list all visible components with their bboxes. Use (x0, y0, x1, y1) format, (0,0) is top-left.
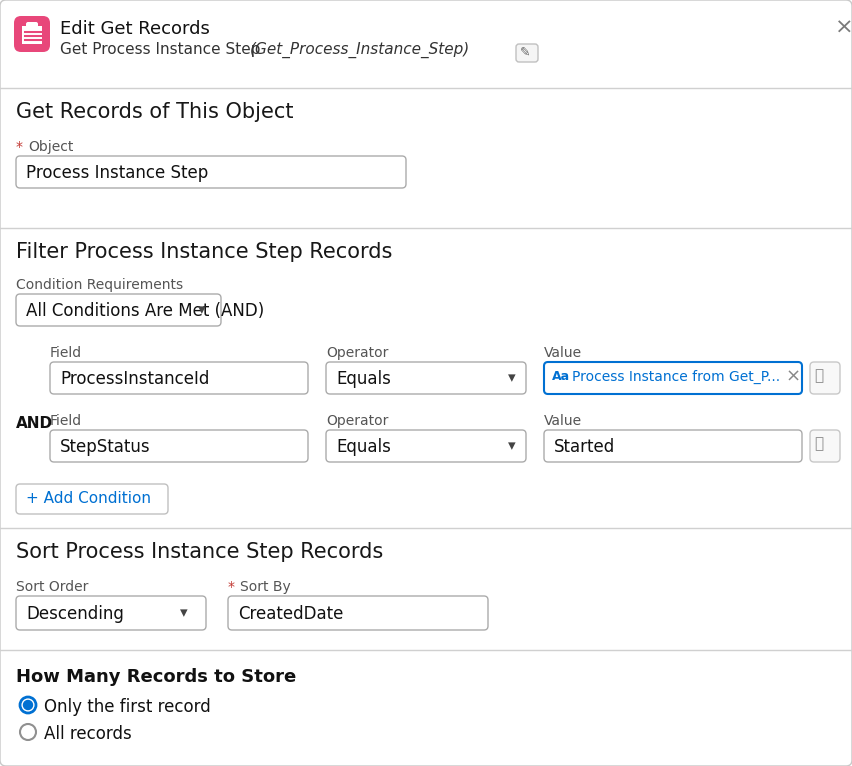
Text: Edit Get Records: Edit Get Records (60, 20, 210, 38)
Text: Sort Order: Sort Order (16, 580, 89, 594)
Text: 🗑: 🗑 (814, 436, 823, 451)
Text: ProcessInstanceId: ProcessInstanceId (60, 370, 210, 388)
Text: Descending: Descending (26, 605, 124, 623)
Text: *: * (228, 580, 239, 594)
FancyBboxPatch shape (544, 362, 802, 394)
Text: Field: Field (50, 414, 82, 428)
Text: ▾: ▾ (198, 302, 205, 317)
Text: + Add Condition: + Add Condition (26, 491, 151, 506)
FancyBboxPatch shape (50, 430, 308, 462)
Text: Filter Process Instance Step Records: Filter Process Instance Step Records (16, 242, 393, 262)
Text: Only the first record: Only the first record (44, 698, 210, 716)
Text: ×: × (835, 18, 852, 38)
Text: Equals: Equals (336, 438, 391, 456)
Text: ▾: ▾ (508, 370, 515, 385)
Text: ×: × (786, 368, 801, 386)
Text: All Conditions Are Met (AND): All Conditions Are Met (AND) (26, 302, 264, 320)
Text: ✎: ✎ (520, 46, 531, 59)
Text: 🗑: 🗑 (814, 368, 823, 383)
Text: Get Records of This Object: Get Records of This Object (16, 102, 293, 122)
Text: ▾: ▾ (180, 605, 187, 620)
FancyBboxPatch shape (228, 596, 488, 630)
Text: Process Instance Step: Process Instance Step (26, 164, 208, 182)
FancyBboxPatch shape (16, 484, 168, 514)
Text: Aa: Aa (552, 370, 570, 383)
Text: StepStatus: StepStatus (60, 438, 151, 456)
Text: CreatedDate: CreatedDate (238, 605, 343, 623)
Text: AND: AND (16, 416, 53, 431)
Text: Get Process Instance Step: Get Process Instance Step (60, 42, 265, 57)
Text: Started: Started (554, 438, 615, 456)
Text: Operator: Operator (326, 346, 389, 360)
Text: Process Instance from Get_P...: Process Instance from Get_P... (572, 370, 780, 384)
FancyBboxPatch shape (16, 156, 406, 188)
Text: Object: Object (28, 140, 73, 154)
FancyBboxPatch shape (326, 362, 526, 394)
FancyBboxPatch shape (16, 596, 206, 630)
Bar (22, 26, 42, 44)
Text: Equals: Equals (336, 370, 391, 388)
Text: Condition Requirements: Condition Requirements (16, 278, 183, 292)
Circle shape (20, 724, 36, 740)
Text: Sort By: Sort By (240, 580, 291, 594)
Text: Field: Field (50, 346, 82, 360)
FancyBboxPatch shape (516, 44, 538, 62)
FancyBboxPatch shape (50, 362, 308, 394)
Text: Sort Process Instance Step Records: Sort Process Instance Step Records (16, 542, 383, 562)
FancyBboxPatch shape (26, 22, 38, 30)
FancyBboxPatch shape (544, 430, 802, 462)
Text: How Many Records to Store: How Many Records to Store (16, 668, 296, 686)
Text: *: * (16, 140, 27, 154)
Text: All records: All records (44, 725, 132, 743)
FancyBboxPatch shape (326, 430, 526, 462)
FancyBboxPatch shape (810, 362, 840, 394)
Text: Value: Value (544, 414, 582, 428)
FancyBboxPatch shape (16, 294, 221, 326)
Text: (Get_Process_Instance_Step): (Get_Process_Instance_Step) (250, 42, 470, 58)
Text: ▾: ▾ (508, 438, 515, 453)
Text: Value: Value (544, 346, 582, 360)
Circle shape (20, 697, 36, 713)
Text: Operator: Operator (326, 414, 389, 428)
FancyBboxPatch shape (810, 430, 840, 462)
FancyBboxPatch shape (14, 16, 50, 52)
Circle shape (24, 700, 32, 709)
